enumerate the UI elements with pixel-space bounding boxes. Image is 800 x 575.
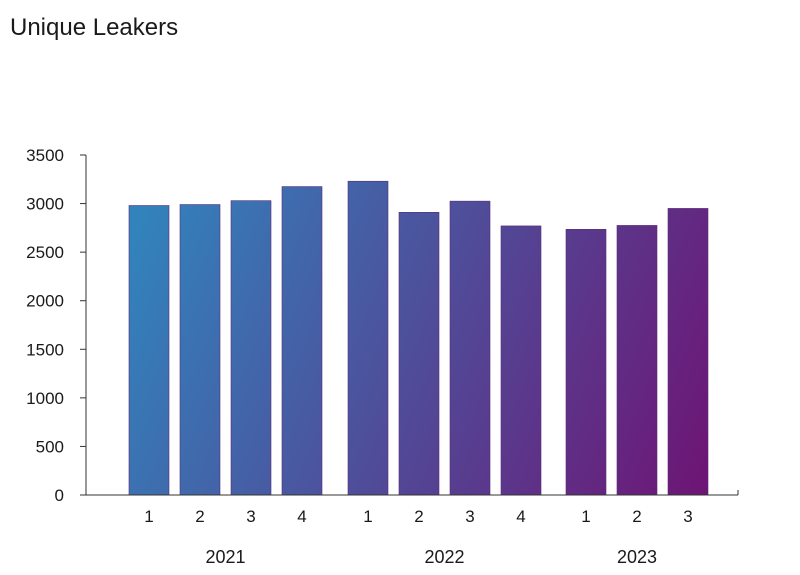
x-tick-label: 3 (465, 507, 474, 526)
bar-2022-q2 (398, 212, 440, 496)
y-tick-label: 2000 (26, 292, 64, 311)
y-tick-label: 0 (55, 486, 64, 505)
x-tick-label: 1 (363, 507, 372, 526)
x-tick-label: 4 (516, 507, 525, 526)
labels-layer: 0 500 1000 1500 2000 2500 3000 3500 1 2 3 4 2021 1 2 3 4… (26, 146, 693, 567)
bar-2023-q2 (616, 225, 658, 496)
x-tick-label: 4 (297, 507, 306, 526)
x-group-label-2021: 2021 (205, 547, 245, 567)
bar-2023-q1 (565, 229, 607, 496)
x-tick-label: 1 (144, 507, 153, 526)
bar-2021-q4 (281, 186, 323, 496)
y-tick-label: 1000 (26, 389, 64, 408)
bar-2021-q2 (179, 204, 221, 496)
bar-2021-q3 (230, 200, 272, 496)
y-tick-label: 3500 (26, 146, 64, 165)
x-group-label-2023: 2023 (617, 547, 657, 567)
bar-2022-q3 (449, 200, 491, 496)
x-tick-label: 3 (683, 507, 692, 526)
y-tick-label: 500 (36, 437, 64, 456)
y-tick-label: 1500 (26, 340, 64, 359)
bar-2022-q1 (347, 180, 389, 496)
bar-2022-q4 (500, 225, 542, 496)
x-tick-label: 1 (581, 507, 590, 526)
x-tick-label: 2 (414, 507, 423, 526)
bars-layer (128, 180, 709, 496)
y-tick-label: 2500 (26, 243, 64, 262)
y-tick-label: 3000 (26, 195, 64, 214)
x-tick-label: 2 (632, 507, 641, 526)
bar-2023-q3 (667, 208, 709, 496)
x-group-label-2022: 2022 (424, 547, 464, 567)
bar-2021-q1 (128, 205, 170, 496)
axes-layer (80, 154, 739, 496)
chart-title: Unique Leakers (10, 14, 179, 41)
x-tick-label: 2 (195, 507, 204, 526)
x-tick-label: 3 (246, 507, 255, 526)
